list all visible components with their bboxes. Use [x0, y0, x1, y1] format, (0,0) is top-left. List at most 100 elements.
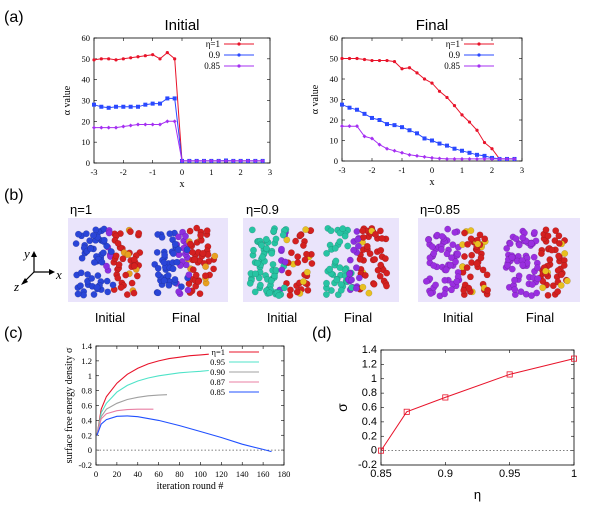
x-tick-label: 1 — [209, 167, 213, 177]
x-tick-label: 60 — [154, 469, 163, 479]
data-point — [430, 155, 434, 160]
x-tick-label: 1 — [571, 468, 577, 480]
particle — [252, 270, 259, 278]
particle — [481, 235, 489, 243]
particle — [304, 286, 312, 294]
snapshot-initial-label: Initial — [267, 310, 297, 325]
particle — [374, 266, 382, 274]
x-tick-label: 120 — [215, 469, 228, 479]
particle — [201, 272, 209, 280]
particle — [539, 284, 547, 292]
snapshot-initial-label: Initial — [443, 310, 473, 325]
particle — [359, 283, 367, 291]
particle — [251, 288, 259, 296]
particle — [246, 279, 254, 287]
particle — [188, 248, 196, 256]
data-point — [99, 57, 103, 61]
particle — [467, 235, 475, 243]
particle — [78, 254, 86, 262]
x-axis-label: η — [474, 487, 481, 502]
particle — [467, 227, 475, 235]
particle — [544, 232, 552, 240]
particle — [468, 251, 476, 259]
particle — [530, 253, 538, 261]
particle — [377, 246, 385, 254]
series-line — [342, 58, 515, 160]
particle — [383, 282, 390, 290]
legend-label: 0.95 — [210, 357, 225, 367]
particle — [299, 242, 307, 249]
particle — [376, 272, 384, 280]
data-point — [467, 150, 472, 155]
y-tick-label: 0.6 — [362, 402, 377, 414]
particle — [542, 226, 550, 234]
particle — [197, 231, 205, 239]
series-0.95 — [96, 369, 209, 436]
particle — [447, 261, 454, 269]
y-tick-label: 0.2 — [362, 430, 377, 442]
particle — [381, 255, 389, 263]
particle — [293, 288, 301, 296]
particle — [444, 225, 452, 233]
panel-label-d: (d) — [312, 325, 332, 342]
data-point — [355, 56, 359, 61]
particle — [356, 255, 364, 263]
particle — [88, 274, 96, 282]
particle — [352, 264, 360, 272]
particle — [430, 249, 438, 257]
x-axis-label: x — [180, 179, 185, 190]
data-point — [407, 128, 412, 133]
data-point — [202, 158, 206, 163]
axis-y-label: y — [22, 246, 30, 261]
data-point — [143, 54, 147, 58]
data-point — [114, 104, 119, 109]
particle — [281, 258, 289, 266]
y-tick-label: 60 — [82, 33, 91, 43]
plot-frame — [380, 349, 575, 466]
particle — [112, 252, 120, 260]
legend-marker — [237, 42, 241, 46]
data-point — [187, 158, 192, 163]
x-tick-label: 0.95 — [499, 468, 520, 480]
x-tick-label: -3 — [338, 165, 345, 175]
data-point — [475, 128, 479, 132]
data-point — [347, 105, 352, 110]
particle — [75, 230, 82, 238]
particle — [308, 260, 316, 267]
data-point — [92, 125, 96, 130]
particle — [90, 258, 98, 266]
particle — [175, 288, 183, 296]
particle — [424, 236, 432, 244]
particle — [292, 237, 299, 245]
particle — [331, 244, 339, 252]
particle — [365, 289, 373, 297]
particle — [171, 240, 179, 248]
particle — [503, 244, 511, 252]
data-point — [106, 125, 111, 130]
particle — [533, 289, 541, 297]
data-point — [430, 81, 434, 85]
particle — [87, 245, 94, 253]
data-point — [92, 58, 96, 62]
particle — [92, 226, 100, 234]
data-point — [506, 371, 513, 378]
data-point — [216, 158, 221, 163]
particle — [441, 276, 449, 284]
chart-title: Initial — [164, 17, 199, 34]
particle — [191, 256, 199, 263]
data-point — [165, 96, 170, 101]
y-tick-label: 0 — [371, 445, 377, 457]
particle — [452, 258, 459, 266]
particle — [352, 284, 360, 292]
y-tick-label: 10 — [330, 136, 339, 146]
data-point — [490, 147, 494, 151]
particle — [158, 233, 166, 241]
y-tick-label: 0.2 — [81, 430, 92, 440]
legend: η=10.950.900.870.85 — [210, 347, 259, 397]
particle — [336, 264, 344, 271]
data-point — [106, 105, 111, 110]
particle — [555, 232, 563, 240]
particle — [266, 289, 274, 297]
particle — [336, 238, 344, 246]
y-tick-label: 1.4 — [81, 341, 92, 351]
